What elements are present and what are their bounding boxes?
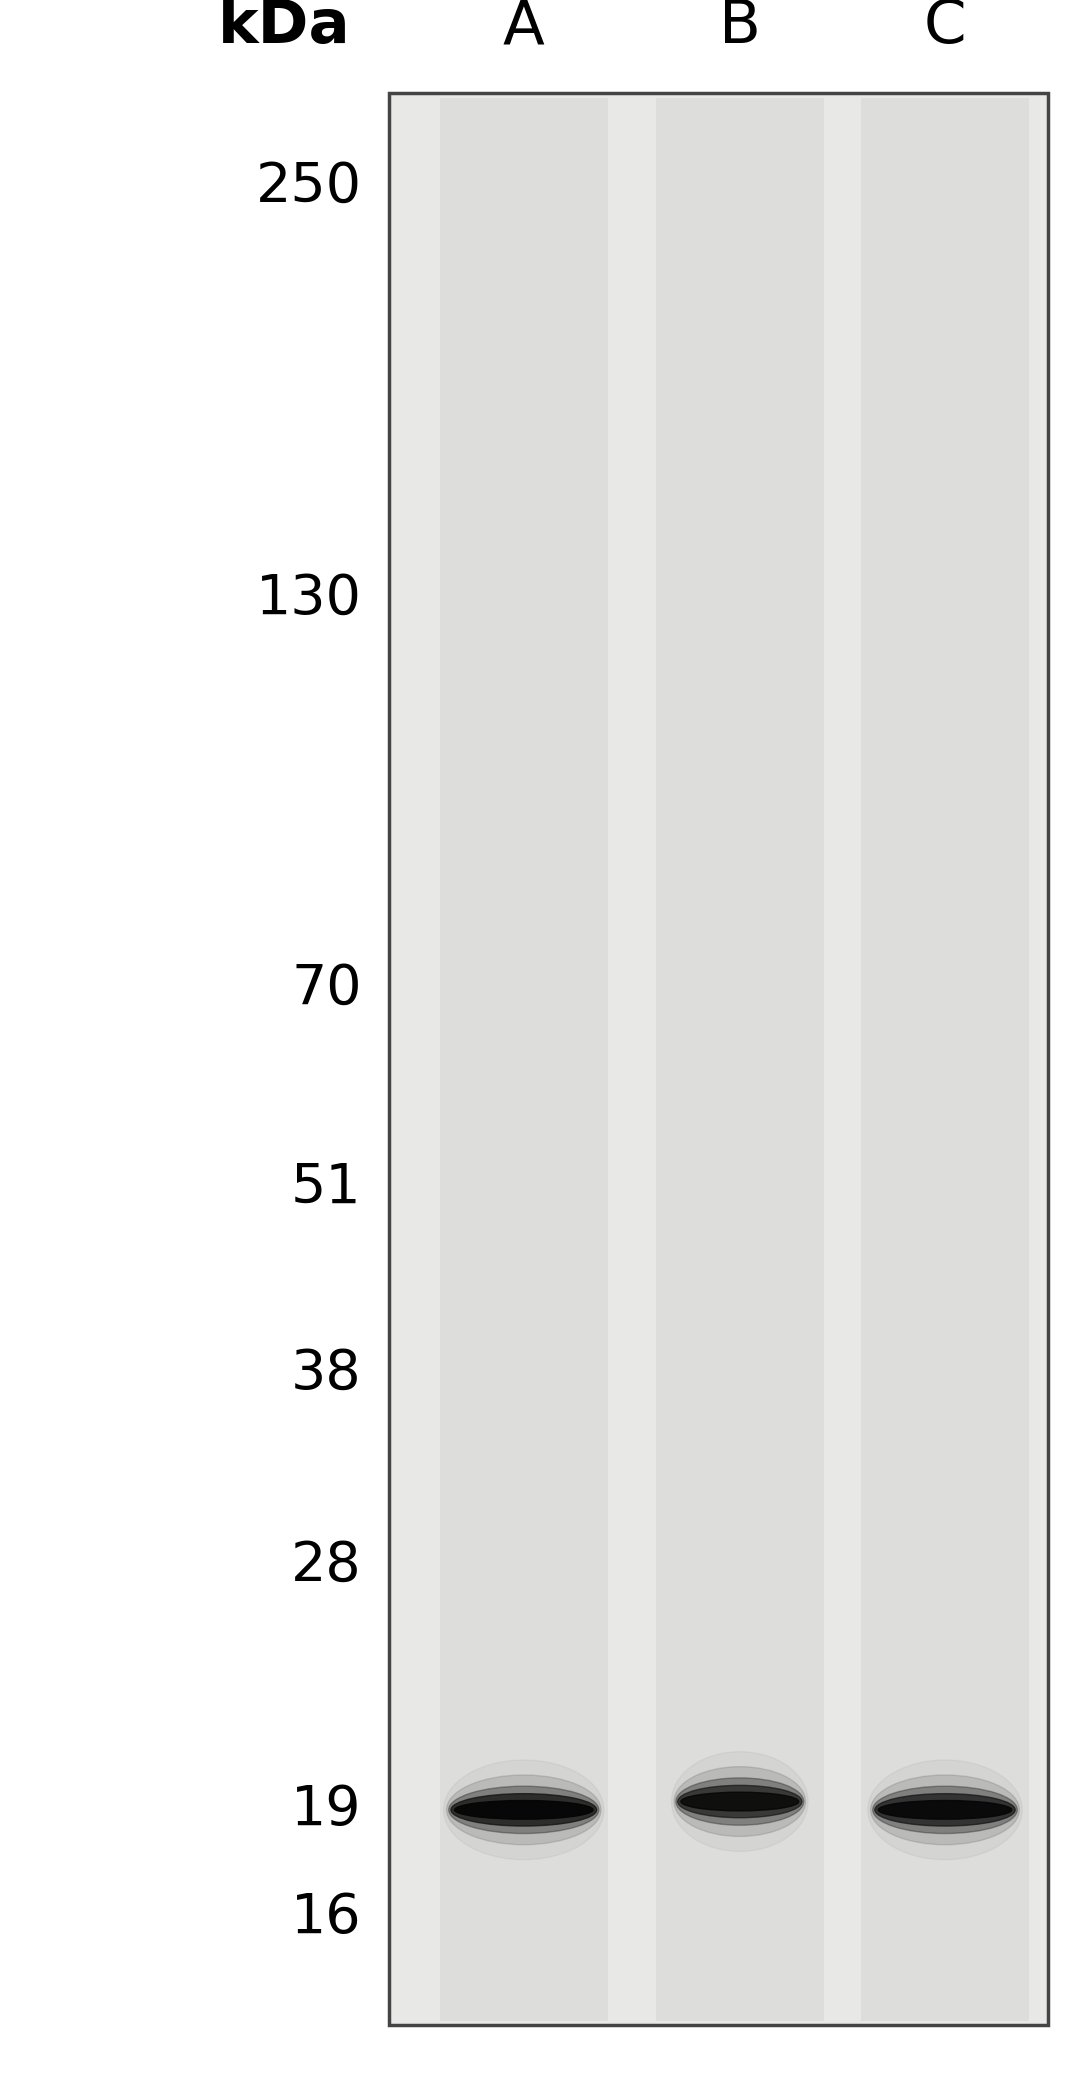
Text: 130: 130: [256, 571, 362, 625]
Ellipse shape: [870, 1776, 1020, 1844]
Text: 19: 19: [292, 1782, 362, 1836]
Ellipse shape: [448, 1786, 599, 1834]
Text: A: A: [503, 0, 544, 56]
Text: 70: 70: [292, 962, 362, 1016]
Ellipse shape: [674, 1768, 806, 1836]
Text: 28: 28: [292, 1539, 362, 1593]
Text: 38: 38: [292, 1346, 362, 1400]
Ellipse shape: [455, 1801, 593, 1819]
Bar: [389, 93, 1048, 2025]
Ellipse shape: [444, 1759, 604, 1859]
Ellipse shape: [676, 1778, 804, 1826]
Text: B: B: [719, 0, 760, 56]
Bar: [862, 98, 1029, 2021]
Ellipse shape: [868, 1759, 1022, 1859]
Text: kDa: kDa: [218, 0, 351, 56]
Bar: [441, 98, 607, 2021]
Text: 250: 250: [256, 160, 362, 214]
Text: C: C: [923, 0, 967, 56]
Ellipse shape: [672, 1751, 808, 1851]
Ellipse shape: [878, 1801, 1012, 1819]
Text: 51: 51: [292, 1161, 362, 1215]
Ellipse shape: [678, 1786, 802, 1817]
Ellipse shape: [875, 1795, 1015, 1826]
Ellipse shape: [451, 1795, 596, 1826]
Ellipse shape: [873, 1786, 1017, 1834]
Text: 16: 16: [292, 1890, 362, 1944]
Bar: [657, 98, 824, 2021]
Ellipse shape: [446, 1776, 602, 1844]
Ellipse shape: [680, 1792, 799, 1811]
